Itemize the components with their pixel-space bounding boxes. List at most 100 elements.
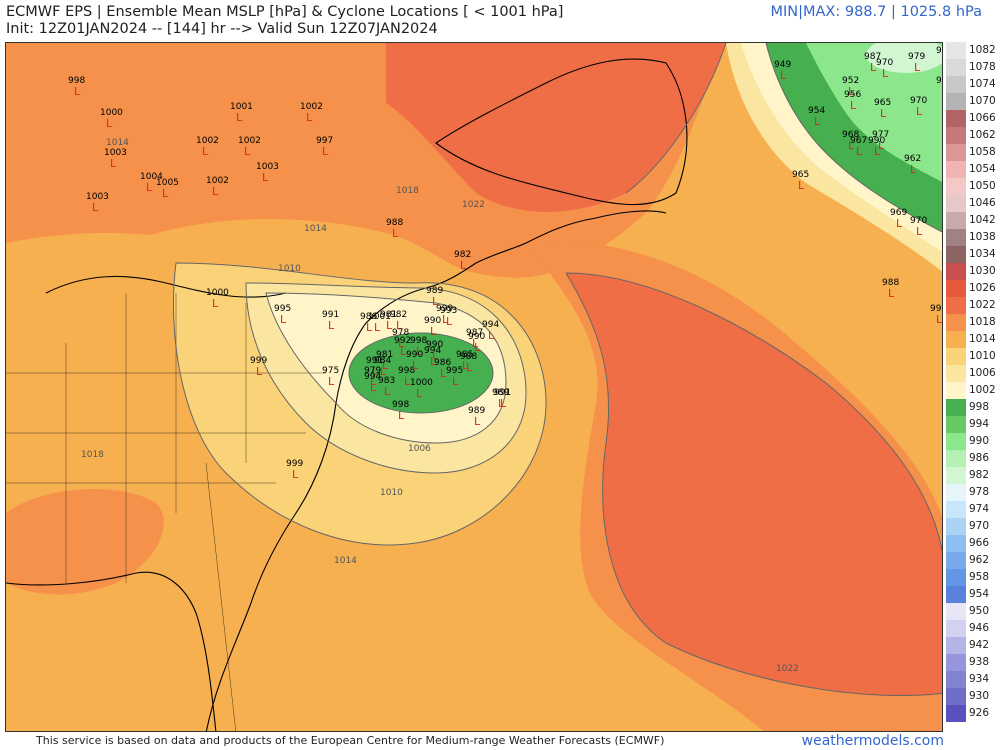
cyclone-low-marker: L	[430, 325, 437, 338]
isobar-label: 1010	[380, 488, 403, 498]
pressure-map[interactable]: 1014 1018 1022 1014 1010 1006 1010 1014 …	[5, 42, 943, 732]
colorbar-label: 942	[969, 639, 990, 651]
cyclone-pressure-label: 999	[250, 356, 267, 366]
colorbar-swatch	[946, 688, 966, 705]
isobar-labels: 1014 1018 1022 1014 1010 1006 1010 1014 …	[81, 138, 799, 674]
colorbar-swatch	[946, 331, 966, 348]
colorbar-swatch	[946, 450, 966, 467]
colorbar-swatch	[946, 365, 966, 382]
colorbar-swatch	[946, 76, 966, 93]
cyclone-low-marker: L	[452, 375, 459, 388]
cyclone-pressure-label: 993	[936, 76, 943, 86]
colorbar-label: 962	[969, 554, 990, 566]
cyclone-pressure-label: 987	[864, 52, 881, 62]
isobar-label: 1022	[462, 200, 485, 210]
colorbar-label: 970	[969, 520, 990, 532]
cyclone-pressure-label: 1003	[86, 192, 109, 202]
cyclone-low-marker: L	[488, 329, 495, 342]
cyclone-low-marker: L	[440, 367, 447, 380]
colorbar-label: 1038	[969, 231, 996, 243]
cyclone-pressure-label: 989	[492, 388, 509, 398]
colorbar-swatch	[946, 314, 966, 331]
cyclone-pressure-label: 988	[386, 218, 403, 228]
cyclone-pressure-label: 989	[426, 286, 443, 296]
attribution-text: This service is based on data and produc…	[36, 734, 665, 747]
title-line-2: Init: 12Z01JAN2024 -- [144] hr --> Valid…	[6, 21, 438, 37]
cyclone-pressure-label: 1003	[256, 162, 279, 172]
cyclone-low-marker: L	[370, 381, 377, 394]
cyclone-low-marker: L	[942, 55, 943, 68]
cyclone-low-marker: L	[848, 85, 855, 98]
cyclone-low-marker: L	[500, 397, 507, 410]
colorbar-swatch	[946, 569, 966, 586]
cyclone-low-marker: L	[212, 297, 219, 310]
cyclone-low-marker: L	[212, 185, 219, 198]
colorbar-swatch	[946, 229, 966, 246]
colorbar-swatch	[946, 263, 966, 280]
cyclone-low-marker: L	[498, 397, 505, 410]
cyclone-pressure-label: 987	[466, 328, 483, 338]
cyclone-pressure-label: 997	[316, 136, 333, 146]
cyclone-low-marker: L	[74, 85, 81, 98]
colorbar-label: 966	[969, 537, 990, 549]
cyclone-low-marker: L	[292, 468, 299, 481]
colorbar-label: 1002	[969, 384, 996, 396]
cyclone-low-marker: L	[462, 359, 469, 372]
colorbar-label: 1010	[969, 350, 996, 362]
cyclone-pressure-label: 993	[440, 306, 457, 316]
brand-link[interactable]: weathermodels.com	[801, 733, 944, 749]
cyclone-pressure-label: 965	[874, 98, 891, 108]
cyclone-low-marker: L	[398, 337, 405, 350]
cyclone-pressure-label: 1002	[300, 102, 323, 112]
colorbar-label: 958	[969, 571, 990, 583]
cyclone-pressure-label: 990	[424, 316, 441, 326]
cyclone-pressure-label: 1002	[238, 136, 261, 146]
cyclone-pressure-label: 990	[468, 332, 485, 342]
colorbar-swatch	[946, 382, 966, 399]
cyclone-pressure-label: 988	[460, 352, 477, 362]
cyclone-pressure-label: 965	[792, 170, 809, 180]
cyclone-pressure-label: 1000	[206, 288, 229, 298]
cyclone-low-marker: L	[856, 145, 863, 158]
cyclone-pressure-label: 1005	[156, 178, 179, 188]
colorbar-swatch	[946, 144, 966, 161]
title-line-1: ECMWF EPS | Ensemble Mean MSLP [hPa] & C…	[6, 4, 564, 20]
cyclone-low-marker: L	[162, 187, 169, 200]
colorbar-label: 946	[969, 622, 990, 634]
colorbar-swatch	[946, 535, 966, 552]
cyclone-low-marker: L	[432, 349, 439, 362]
field-1022-north	[386, 43, 726, 212]
cyclone-low-marker: L	[382, 359, 389, 372]
cyclone-low-marker: L	[432, 295, 439, 308]
cyclone-low-marker: L	[392, 227, 399, 240]
isobar-label: 1018	[81, 450, 104, 460]
field-998	[349, 333, 493, 413]
isobar-label: 1010	[278, 264, 301, 274]
cyclone-pressure-label: 992	[394, 336, 411, 346]
colorbar-label: 982	[969, 469, 990, 481]
cyclone-pressure-label: 978	[392, 328, 409, 338]
colorbar-label: 926	[969, 707, 990, 719]
colorbar-label: 954	[969, 588, 990, 600]
cyclone-low-marker: L	[396, 319, 403, 332]
isobars	[172, 43, 942, 697]
colorbar-swatch	[946, 586, 966, 603]
cyclone-low-marker: L	[244, 145, 251, 158]
cyclone-pressure-label: 986	[360, 312, 377, 322]
cyclone-pressure-label: 1000	[410, 378, 433, 388]
colorbar-swatch	[946, 195, 966, 212]
cyclone-pressure-label: 999	[286, 459, 303, 469]
cyclone-pressure-label: 968	[842, 130, 859, 140]
cyclone-low-marker: L	[404, 375, 411, 388]
cyclone-pressure-label: 952	[842, 76, 859, 86]
cyclone-low-marker: L	[896, 217, 903, 230]
isobar-label: 1006	[408, 444, 431, 454]
colorbar-label: 1006	[969, 367, 996, 379]
cyclone-pressure-label: 985	[456, 350, 473, 360]
cyclone-low-marker: L	[880, 107, 887, 120]
colorbar-swatch	[946, 705, 966, 722]
cyclone-low-marker: L	[874, 145, 881, 158]
colorbar-label: 974	[969, 503, 990, 515]
colorbar-label: 1062	[969, 129, 996, 141]
cyclone-low-marker: L	[372, 365, 379, 378]
